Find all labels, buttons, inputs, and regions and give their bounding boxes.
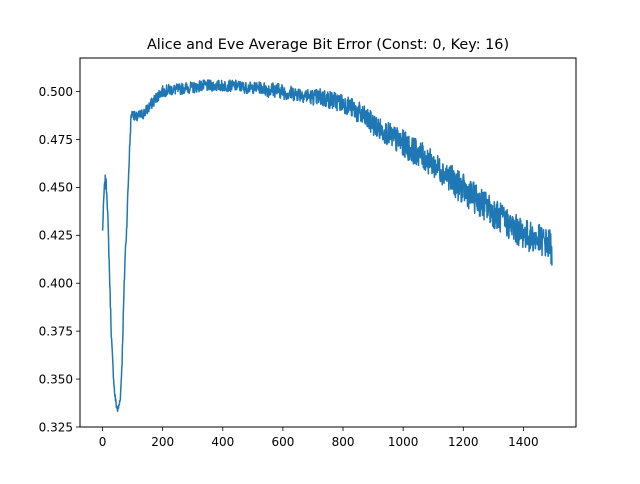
- x-tick-label: 0: [99, 435, 107, 449]
- x-axis: 0 200 400 600 800 1000 1200 1400: [99, 427, 539, 449]
- series-layer: [101, 79, 553, 413]
- x-tick-label: 1000: [388, 435, 419, 449]
- y-tick-label: 0.400: [39, 277, 73, 291]
- series-line: [101, 79, 553, 413]
- y-tick-label: 0.425: [39, 229, 73, 243]
- x-tick-label: 1200: [448, 435, 479, 449]
- x-tick-label: 400: [211, 435, 234, 449]
- y-tick-label: 0.450: [39, 181, 73, 195]
- x-tick-label: 1400: [508, 435, 539, 449]
- y-tick-label: 0.475: [39, 133, 73, 147]
- plot-area-frame: [79, 57, 577, 428]
- y-tick-label: 0.350: [39, 372, 73, 386]
- y-tick-label: 0.325: [39, 420, 73, 434]
- x-tick-label: 600: [271, 435, 294, 449]
- y-tick-label: 0.375: [39, 324, 73, 338]
- x-tick-label: 800: [332, 435, 355, 449]
- y-axis: 0.325 0.350 0.375 0.400 0.425 0.450 0.475 0.500: [39, 85, 80, 434]
- x-tick-label: 200: [151, 435, 174, 449]
- y-tick-label: 0.500: [39, 85, 73, 99]
- chart-title: Alice and Eve Average Bit Error (Const: …: [147, 37, 509, 53]
